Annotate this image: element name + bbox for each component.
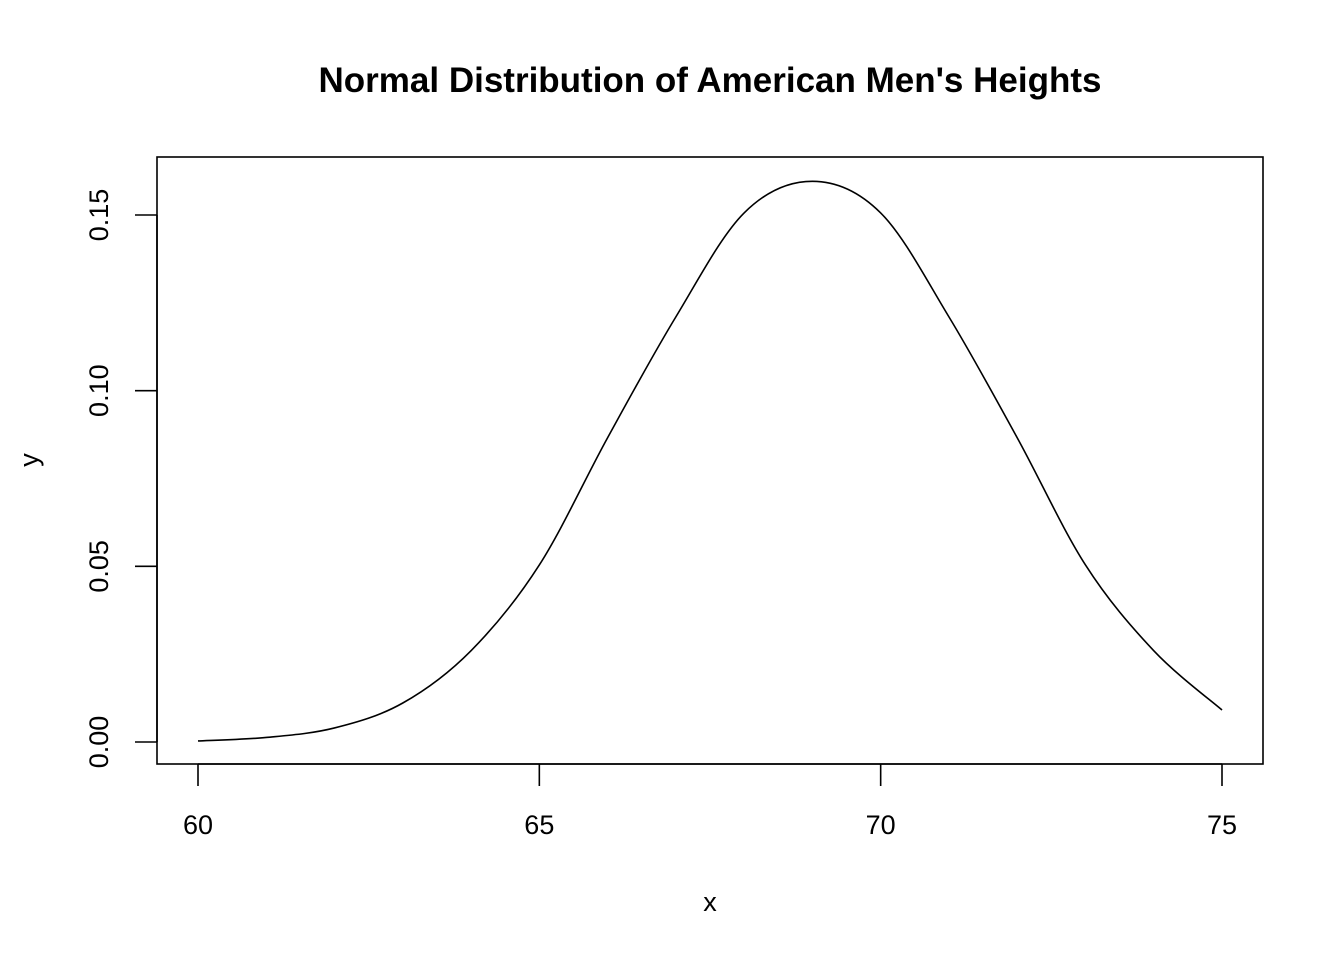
y-ticks: 0.00 0.05 0.10 0.15 — [84, 189, 157, 769]
x-ticks: 60 65 70 75 — [183, 764, 1237, 840]
density-curve — [197, 180, 1223, 742]
y-tick-label: 0.10 — [84, 364, 114, 417]
plot-frame — [156, 156, 1264, 765]
y-tick-label: 0.15 — [84, 189, 114, 242]
chart-title: Normal Distribution of American Men's He… — [319, 61, 1102, 100]
x-axis-label: x — [703, 887, 717, 917]
y-axis-label: y — [14, 453, 44, 467]
x-tick-label: 70 — [866, 810, 896, 840]
x-tick-label: 65 — [524, 810, 554, 840]
y-tick-label: 0.00 — [84, 716, 114, 769]
x-tick-label: 75 — [1207, 810, 1237, 840]
y-tick-label: 0.05 — [84, 540, 114, 593]
x-tick-label: 60 — [183, 810, 213, 840]
